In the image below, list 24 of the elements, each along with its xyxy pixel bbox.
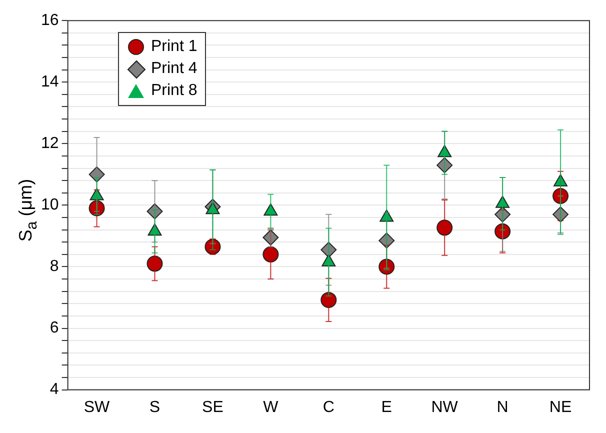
y-tick-label: 10 (41, 196, 59, 214)
legend-label: Print 1 (151, 37, 198, 57)
y-tick-label: 14 (41, 74, 59, 91)
point (146, 256, 163, 272)
point (554, 174, 568, 186)
legend-label: Print 8 (151, 81, 198, 101)
y-tick-label: 6 (50, 320, 59, 337)
y-tick-label: 12 (41, 135, 59, 152)
x-tick-label: C (322, 398, 334, 416)
y-tick-label: 4 (50, 381, 59, 398)
x-tick-label: NW (431, 398, 459, 416)
x-tick-label: W (263, 398, 280, 416)
x-tick-label: NE (549, 398, 572, 416)
y-tick-label: 8 (50, 258, 59, 276)
point (320, 292, 337, 308)
x-tick-label: SE (202, 398, 224, 416)
x-tick-label: SW (84, 398, 111, 416)
point (262, 246, 279, 262)
y-tick-label: 16 (41, 12, 59, 30)
legend-label: Print 4 (151, 59, 198, 79)
x-tick-label: S (149, 398, 160, 416)
point (436, 220, 453, 236)
x-tick-label: N (496, 398, 508, 416)
x-tick-label: E (381, 398, 392, 416)
